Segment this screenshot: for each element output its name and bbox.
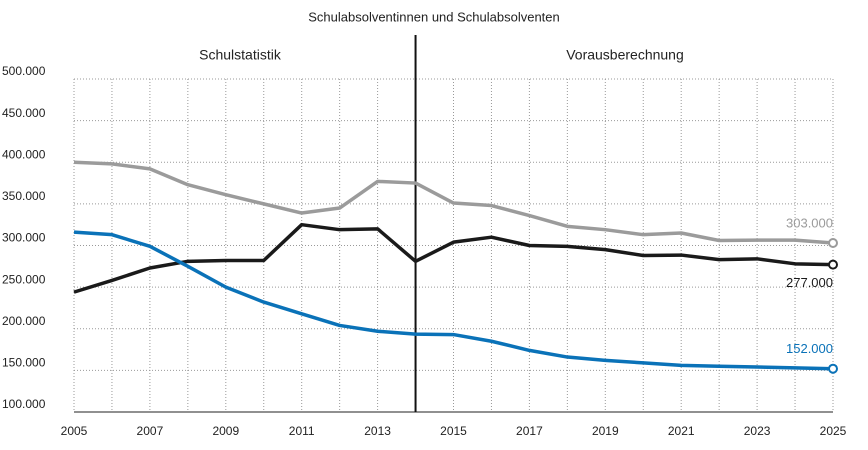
y-tick-label: 300.000 (2, 231, 46, 245)
annotation: Vorausberechnung (566, 47, 684, 63)
x-tick-label: 2011 (289, 424, 315, 438)
y-tick-label: 350.000 (2, 189, 46, 203)
annotation: Schulstatistik (199, 47, 282, 63)
x-tick-label: 2013 (364, 424, 391, 438)
y-tick-label: 200.000 (2, 314, 46, 328)
x-tick-label: 2009 (212, 424, 239, 438)
y-tick-label: 250.000 (2, 272, 46, 286)
x-tick-label: 2005 (61, 424, 88, 438)
end-marker (828, 259, 838, 270)
x-tick-label: 2007 (137, 424, 164, 438)
value-label: 277.000 (786, 275, 833, 290)
x-tick-label: 2023 (744, 424, 771, 438)
end-marker (828, 238, 838, 249)
series-line (73, 230, 834, 371)
y-tick-label: 400.000 (2, 147, 46, 161)
x-tick-label: 2025 (820, 424, 847, 438)
value-label: 152.000 (786, 341, 833, 356)
value-label: 303.000 (786, 215, 833, 230)
x-tick-label: 2015 (440, 424, 467, 438)
y-tick-label: 150.000 (2, 356, 46, 370)
series-line (73, 160, 834, 245)
end-marker (828, 363, 838, 374)
y-tick-label: 100.000 (2, 397, 46, 411)
chart-title: Schulabsolventinnen und Schulabsolventen (308, 9, 560, 24)
x-tick-label: 2019 (592, 424, 619, 438)
x-tick-label: 2017 (516, 424, 543, 438)
y-tick-label: 500.000 (2, 64, 46, 78)
x-tick-label: 2021 (668, 424, 695, 438)
y-tick-label: 450.000 (2, 106, 46, 120)
series-line (73, 222, 834, 294)
